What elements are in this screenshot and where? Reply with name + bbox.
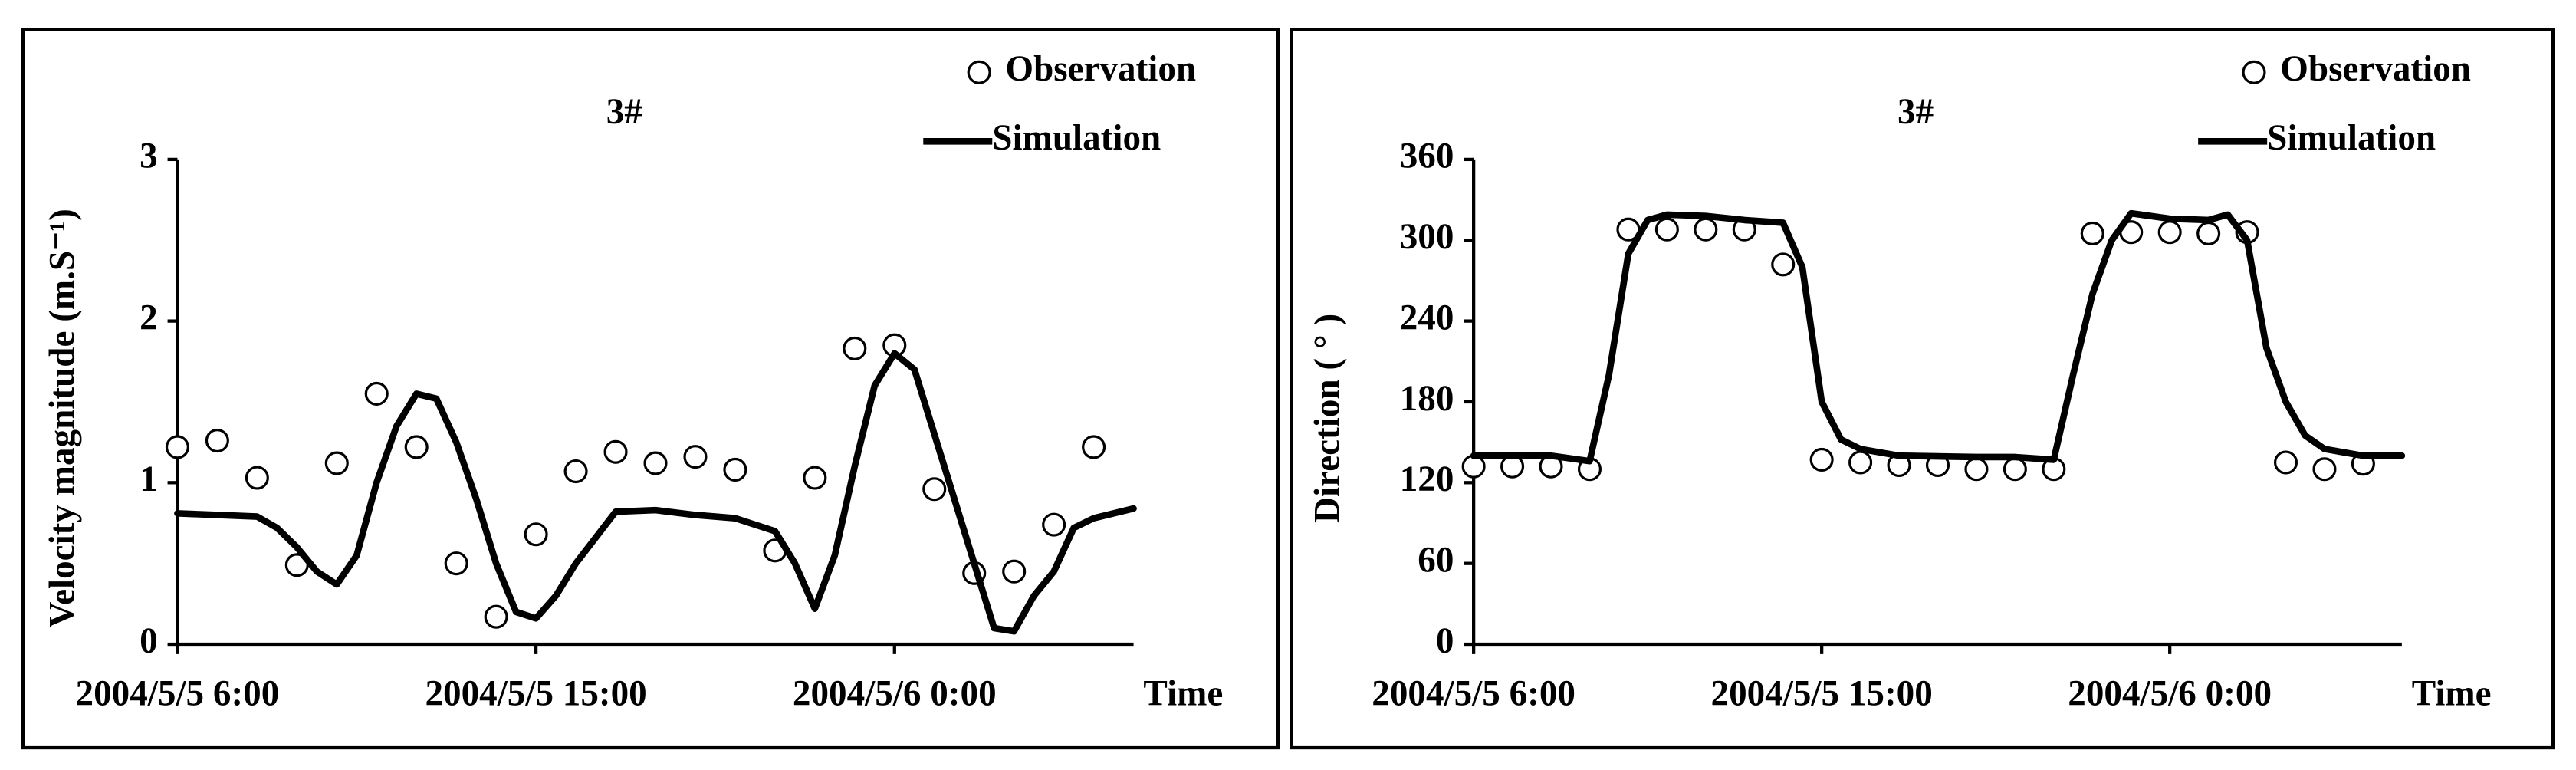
observation-point [1654, 217, 1679, 242]
observation-point [803, 466, 827, 490]
legend-label: Simulation [992, 118, 1161, 158]
legend-label: Simulation [2267, 118, 2436, 158]
observation-point [2196, 221, 2221, 246]
y-tick-label: 0 [1436, 621, 1454, 661]
observation-point [2312, 457, 2337, 482]
observation-point [165, 435, 189, 459]
observation-point [205, 429, 229, 453]
y-tick-label: 300 [1400, 217, 1454, 257]
observation-point [843, 336, 867, 360]
y-tick-label: 60 [1418, 540, 1454, 580]
observation-point [1771, 252, 1796, 277]
observation-point [444, 551, 468, 576]
simulation-line [174, 350, 1137, 635]
legend-label: Observation [2280, 49, 2471, 89]
observation-point [2080, 221, 2104, 246]
observation-point [1964, 457, 1989, 482]
observation-point [2157, 220, 2182, 245]
observation-point [2273, 450, 2298, 475]
observation-point [1848, 450, 1873, 475]
panel-frame [21, 28, 1280, 750]
panel-frame [1290, 28, 2555, 750]
observation-point [1002, 559, 1027, 584]
observation-point [1500, 454, 1525, 479]
y-tick-label: 3 [140, 137, 158, 176]
simulation-line [1470, 209, 2406, 465]
y-tick-label: 2 [140, 298, 158, 337]
observation-point [1042, 512, 1066, 537]
y-tick-label: 120 [1400, 459, 1454, 499]
legend-marker [2242, 60, 2266, 84]
y-tick-label: 240 [1400, 298, 1454, 337]
observation-point [324, 451, 349, 475]
chart-title: 3# [606, 92, 642, 132]
x-tick-label: 2004/5/6 0:00 [2068, 673, 2272, 713]
y-tick-label: 180 [1400, 379, 1454, 419]
x-tick-label: 2004/5/5 6:00 [76, 673, 280, 713]
legend-marker [967, 60, 991, 84]
observation-point [1082, 435, 1106, 459]
y-tick-label: 360 [1400, 137, 1454, 176]
observation-point [484, 604, 508, 629]
y-axis-label: Direction ( ° ) [1308, 314, 1348, 523]
observation-point [524, 522, 548, 547]
chart-title: 3# [1898, 92, 1934, 132]
observation-point [404, 435, 429, 459]
x-axis-label: Time [2412, 673, 2492, 713]
y-tick-label: 0 [140, 621, 158, 661]
x-tick-label: 2004/5/5 6:00 [1372, 673, 1576, 713]
observation-point [2003, 457, 2027, 482]
x-tick-label: 2004/5/6 0:00 [793, 673, 997, 713]
x-axis-label: Time [1143, 673, 1223, 713]
observation-point [643, 451, 668, 475]
x-tick-label: 2004/5/5 15:00 [1711, 673, 1933, 713]
observation-point [1461, 454, 1486, 479]
observation-point [723, 457, 748, 482]
observation-point [364, 381, 389, 406]
x-tick-label: 2004/5/5 15:00 [425, 673, 646, 713]
observation-point [1809, 447, 1834, 472]
observation-point [683, 445, 708, 469]
observation-point [1694, 217, 1718, 242]
legend-label: Observation [1005, 49, 1196, 89]
y-axis-label: Velocity magnitude (m.S⁻¹) [43, 209, 83, 627]
observation-point [603, 439, 628, 464]
observation-point [245, 466, 269, 490]
y-tick-label: 1 [140, 459, 158, 499]
observation-point [564, 459, 588, 484]
observation-point [922, 477, 947, 502]
